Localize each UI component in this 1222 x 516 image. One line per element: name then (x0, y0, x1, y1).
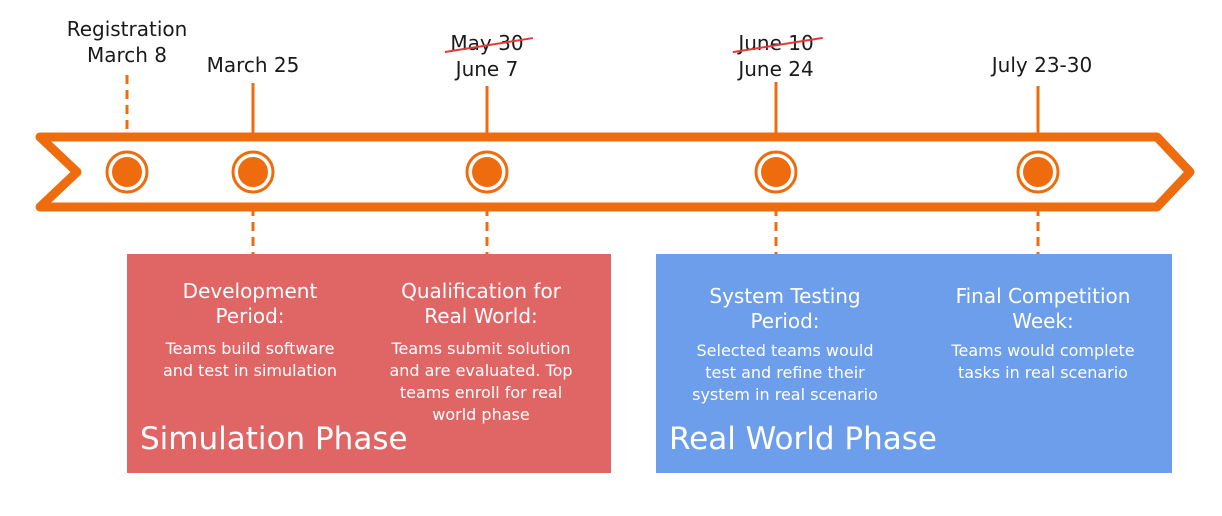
step-title: System Testing Period: (709, 284, 861, 333)
phase-title: Simulation Phase (140, 421, 408, 457)
milestone-label-june24: June 10 June 24 (738, 30, 813, 82)
step-final-competition: Final Competition Week: Teams would comp… (928, 284, 1158, 384)
milestone-date: June 7 (455, 57, 519, 81)
step-development: Development Period: Teams build software… (145, 279, 355, 382)
milestone-dot-registration (105, 150, 149, 194)
milestone-date: March 25 (206, 53, 300, 77)
milestone-date: July 23-30 (991, 53, 1093, 77)
phase-title: Real World Phase (669, 421, 937, 457)
step-description: Teams submit solution and are evaluated.… (389, 339, 573, 424)
real-world-phase-box: System Testing Period: Selected teams wo… (656, 254, 1172, 473)
struck-date: June 10 (738, 31, 814, 55)
milestone-dot-june7 (465, 150, 509, 194)
milestone-label-registration: Registration March 8 (67, 16, 188, 68)
milestone-label-march25: March 25 (207, 52, 300, 78)
milestone-label-june7: May 30 June 7 (450, 30, 523, 82)
struck-date: May 30 (450, 31, 524, 55)
step-description: Teams would complete tasks in real scena… (951, 341, 1135, 382)
milestone-date: Registration March 8 (66, 17, 188, 67)
step-system-testing: System Testing Period: Selected teams wo… (675, 284, 895, 406)
step-description: Teams build software and test in simulat… (162, 339, 338, 380)
step-description: Selected teams would test and refine the… (692, 341, 878, 404)
milestone-date: June 24 (738, 57, 814, 81)
step-title: Qualification for Real World: (401, 279, 561, 328)
step-qualification: Qualification for Real World: Teams subm… (371, 279, 591, 426)
timeline-arrow (35, 132, 1195, 212)
step-title: Development Period: (182, 279, 318, 328)
simulation-phase-box: Development Period: Teams build software… (127, 254, 611, 473)
milestone-label-july: July 23-30 (992, 52, 1092, 78)
milestone-dot-march25 (231, 150, 275, 194)
milestone-dot-june24 (754, 150, 798, 194)
milestone-dot-july (1016, 150, 1060, 194)
step-title: Final Competition Week: (955, 284, 1131, 333)
